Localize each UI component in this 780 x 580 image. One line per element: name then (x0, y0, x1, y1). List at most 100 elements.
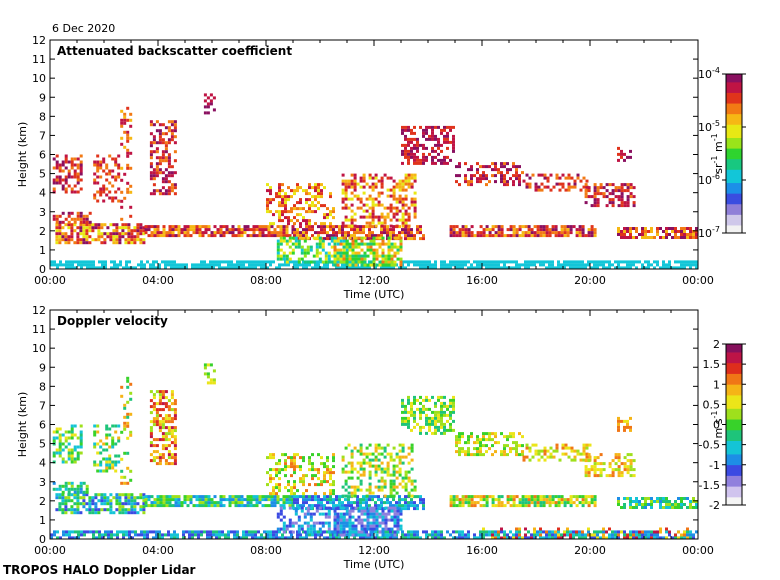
colorbar-segment (726, 166, 742, 170)
y-tick-label: 3 (39, 476, 46, 489)
colorbar-segment (726, 360, 742, 364)
colorbar: 10-4 10-5 10-6 10-7 sr-1 m-1 (698, 66, 746, 240)
colorbar-segment (726, 74, 742, 78)
colorbar-tick-label: 10-5 (698, 119, 720, 134)
colorbar-tick-label: 1.5 (703, 358, 721, 371)
colorbar-segment (726, 437, 742, 441)
colorbar-tick-label: 2 (713, 338, 720, 351)
colorbar-segment (726, 496, 742, 501)
colorbar-segment (726, 121, 742, 125)
colorbar-segment (726, 432, 742, 436)
x-tick-label: 16:00 (466, 544, 498, 557)
colorbar-segment (726, 164, 742, 168)
colorbar-segment (726, 203, 742, 207)
colorbar-segment (726, 145, 742, 149)
colorbar-frame (725, 73, 743, 234)
colorbar-segment (726, 368, 742, 372)
colorbar-tick-label: -2 (709, 499, 720, 512)
colorbar-segment (726, 502, 742, 506)
colorbar-segment (726, 365, 742, 369)
colorbar-segment (726, 376, 742, 380)
colorbar-segment (726, 459, 742, 463)
colorbar-segment (726, 445, 742, 450)
colorbar-segment (726, 472, 742, 476)
colorbar-segment (726, 352, 742, 356)
colorbar-segment (726, 113, 742, 117)
date-label: 6 Dec 2020 (52, 22, 115, 35)
y-tick-label: 3 (39, 206, 46, 219)
y-tick-label: 0 (39, 263, 46, 276)
colorbar-segment (726, 370, 742, 374)
colorbar-segment (726, 467, 742, 471)
colorbar-unit: m s-1 (710, 411, 725, 439)
colorbar-segment (726, 201, 742, 205)
colorbar-segment (726, 494, 742, 498)
colorbar-segment (726, 209, 742, 213)
y-tick-label: 6 (39, 419, 46, 432)
footer-label: TROPOS HALO Doppler Lidar (3, 563, 196, 577)
colorbar-segment (726, 148, 742, 152)
colorbar-segment (726, 381, 742, 385)
colorbar-segment (726, 185, 742, 189)
colorbar-segment (726, 411, 742, 415)
colorbar-segment (726, 81, 742, 85)
colorbar-segment (726, 206, 742, 210)
colorbar-segment (726, 116, 742, 120)
y-tick-label: 8 (39, 110, 46, 123)
colorbar-segment (726, 150, 742, 154)
colorbar-segment (726, 156, 742, 160)
colorbar-segment (726, 193, 742, 197)
colorbar-segment (726, 397, 742, 401)
x-axis-label: Time (UTC) (343, 558, 405, 571)
colorbar-segment (726, 362, 742, 366)
colorbar-segment (726, 413, 742, 417)
x-tick-label: 12:00 (358, 274, 390, 287)
colorbar-tick-label: -1 (709, 459, 720, 472)
panel-title: Attenuated backscatter coefficient (57, 44, 292, 58)
colorbar-segment (726, 97, 742, 101)
colorbar-segment (726, 394, 742, 399)
colorbar-segment (726, 483, 742, 487)
colorbar-tick-label: -0.5 (699, 439, 720, 452)
colorbar-segment (726, 480, 742, 484)
colorbar-tick-label: 0.5 (703, 398, 721, 411)
colorbar-segment (726, 427, 742, 431)
colorbar-segment (726, 174, 742, 178)
colorbar-segment (726, 451, 742, 455)
y-tick-label: 11 (32, 323, 46, 336)
colorbar-segment (726, 87, 742, 91)
colorbar-segment (726, 132, 742, 136)
colorbar-segment (726, 475, 742, 479)
x-tick-label: 04:00 (142, 544, 174, 557)
colorbar-segment (726, 225, 742, 229)
x-tick-label: 20:00 (574, 544, 606, 557)
y-tick-label: 7 (39, 399, 46, 412)
colorbar-segment (726, 419, 742, 423)
x-tick-label: 08:00 (250, 274, 282, 287)
colorbar-segment (726, 214, 742, 218)
x-tick-label: 08:00 (250, 544, 282, 557)
colorbar-segment (726, 384, 742, 388)
y-tick-label: 1 (39, 244, 46, 257)
colorbar-segment (726, 89, 742, 93)
x-tick-label: 20:00 (574, 274, 606, 287)
y-tick-label: 1 (39, 514, 46, 527)
colorbar-segment (726, 491, 742, 495)
y-tick-label: 2 (39, 495, 46, 508)
x-tick-label: 00:00 (34, 544, 66, 557)
colorbar-segment (726, 470, 742, 474)
colorbar-segment (726, 219, 742, 223)
y-tick-label: 10 (32, 342, 46, 355)
colorbar-segment (726, 95, 742, 99)
colorbar-segment (726, 462, 742, 466)
colorbar-tick-label: 10-6 (698, 172, 720, 187)
colorbar-segment (726, 488, 742, 492)
colorbar-segment (726, 217, 742, 221)
colorbar-segment (726, 400, 742, 404)
colorbar-segment (726, 195, 742, 199)
y-tick-label: 4 (39, 457, 46, 470)
y-tick-label: 12 (32, 34, 46, 47)
y-axis-label: Height (km) (16, 122, 29, 188)
